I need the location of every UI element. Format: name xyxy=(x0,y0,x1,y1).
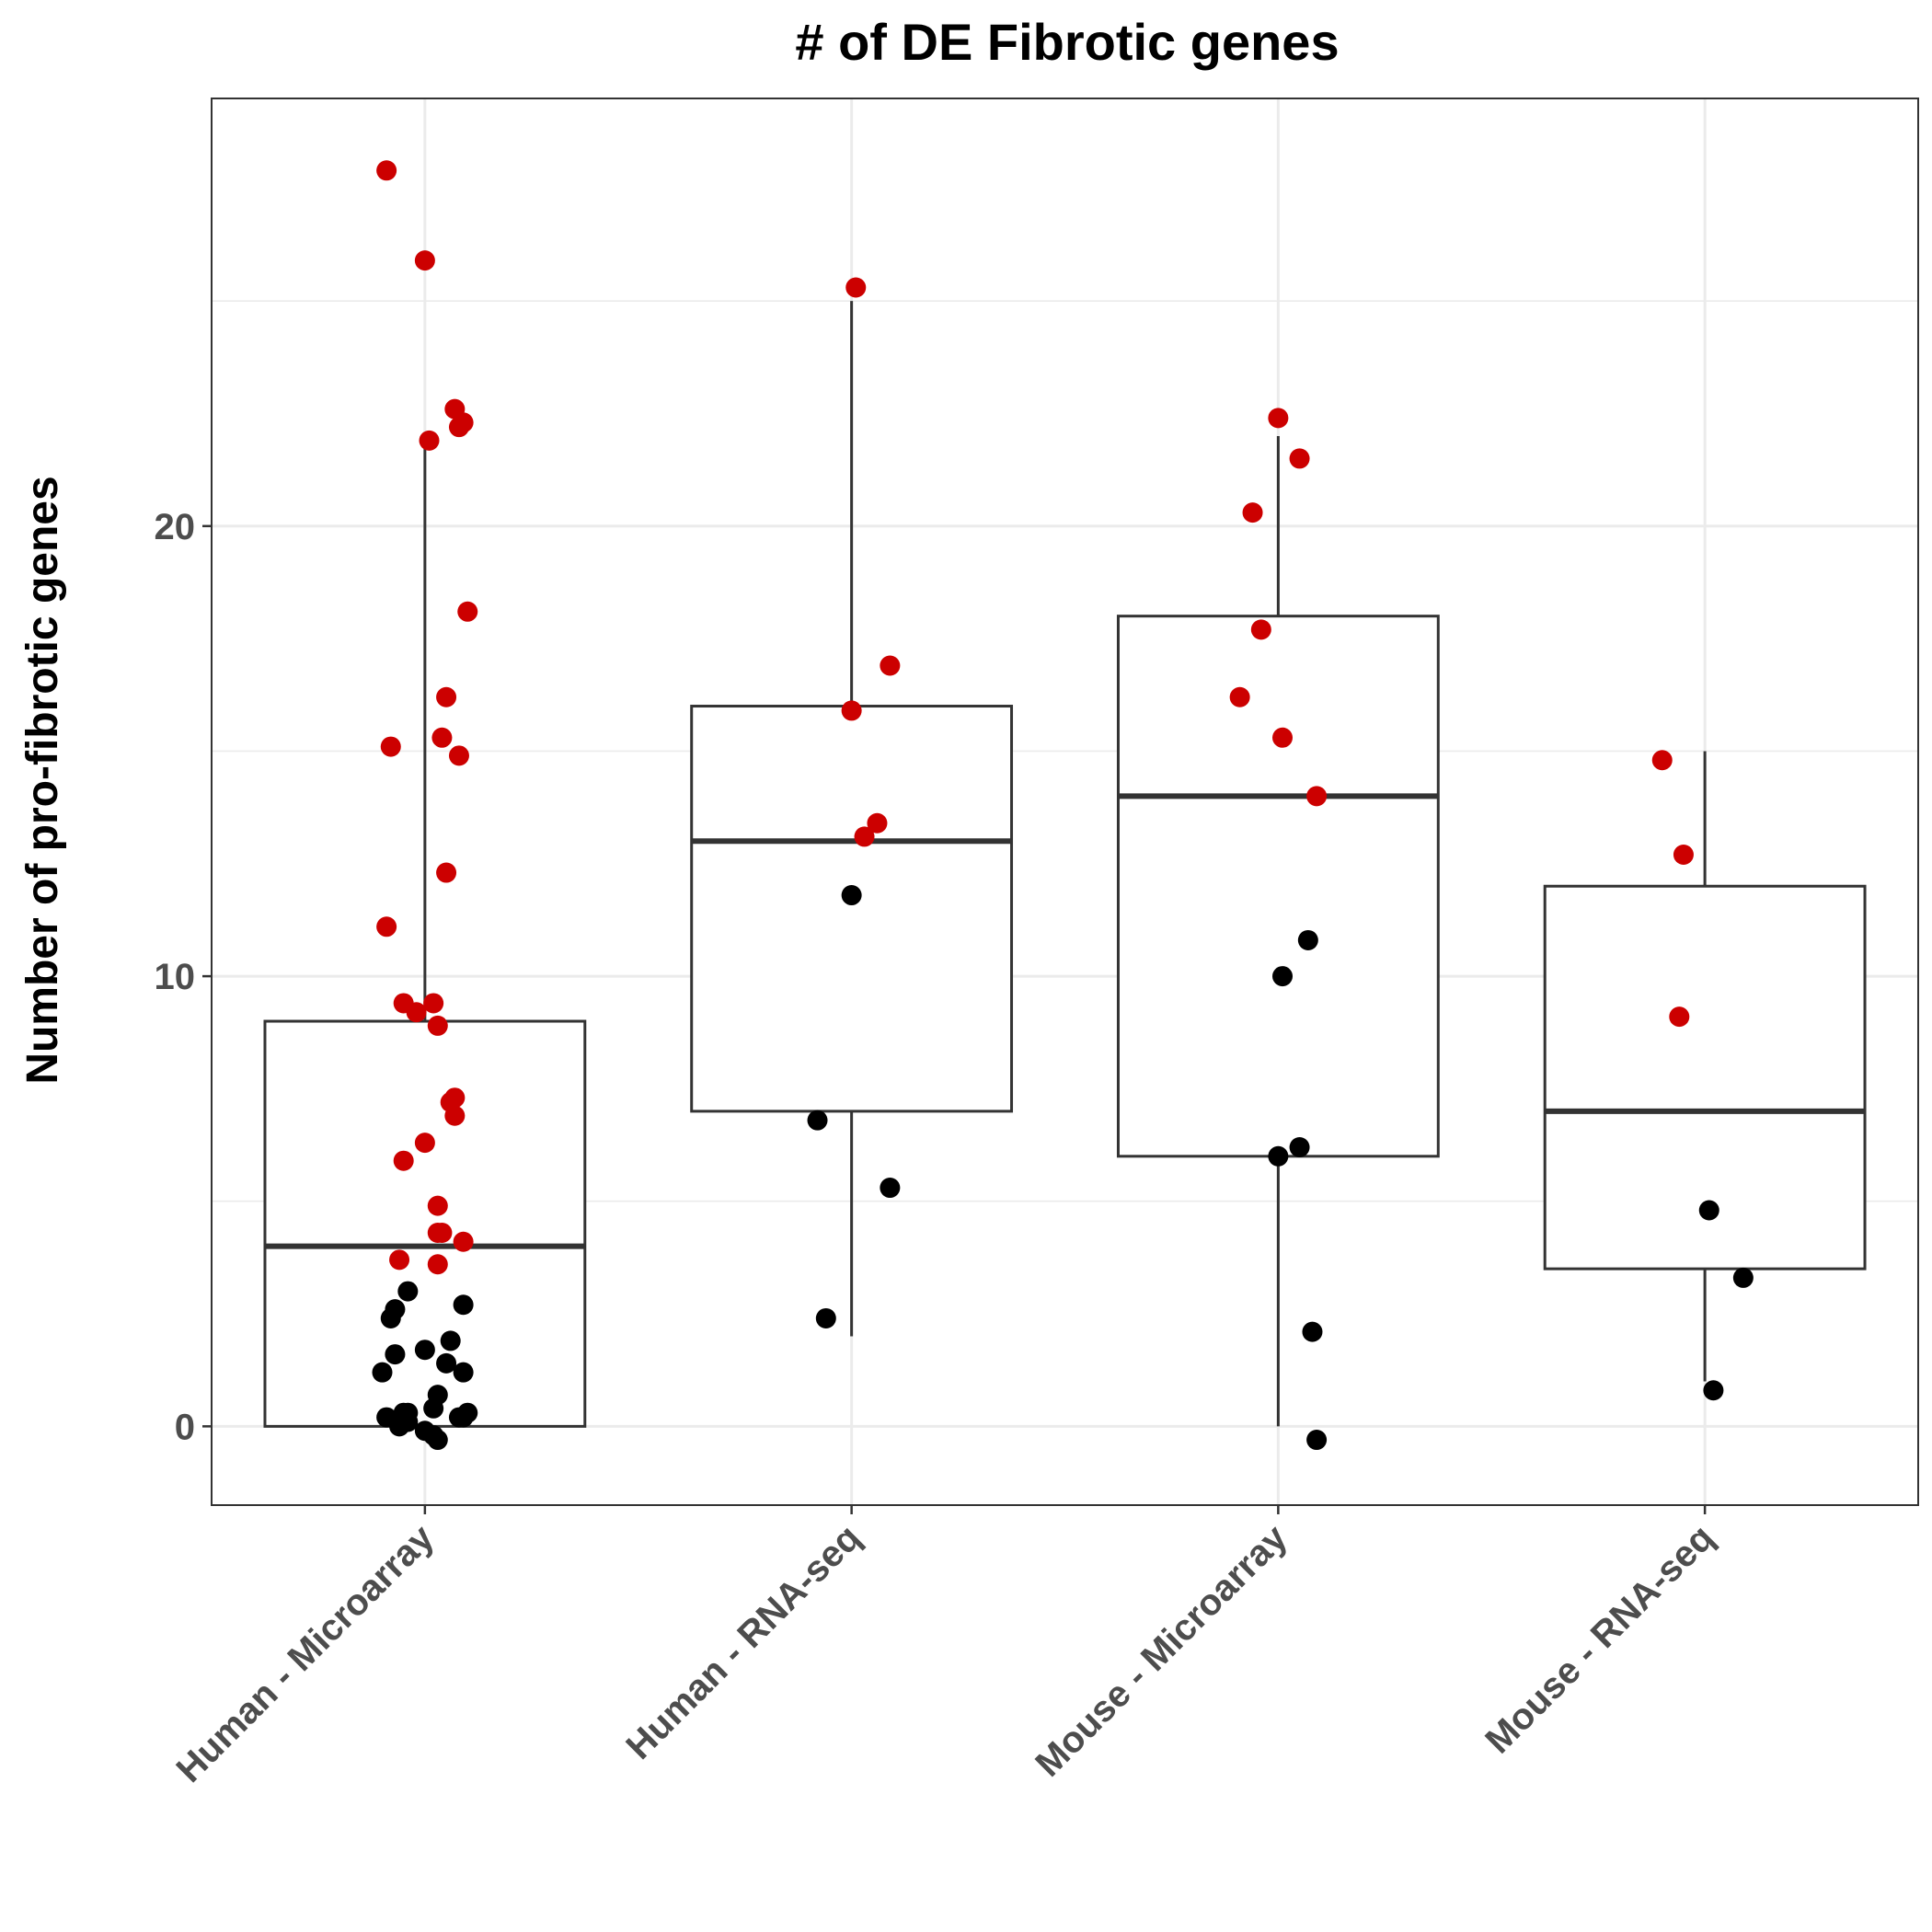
point-upregulated xyxy=(423,993,444,1014)
point-upregulated xyxy=(444,1105,466,1126)
point-downregulated xyxy=(423,1397,444,1419)
point-upregulated xyxy=(414,250,435,271)
point-upregulated xyxy=(431,727,453,748)
point-upregulated xyxy=(1669,1006,1690,1028)
point-upregulated xyxy=(1306,786,1328,807)
point-upregulated xyxy=(427,1015,448,1036)
point-downregulated xyxy=(380,1307,401,1328)
point-downregulated xyxy=(414,1340,435,1361)
point-upregulated xyxy=(1250,619,1271,640)
point-upregulated xyxy=(1673,844,1694,865)
point-upregulated xyxy=(376,160,397,181)
point-downregulated xyxy=(440,1330,461,1351)
boxes xyxy=(263,301,1867,1428)
point-upregulated xyxy=(427,1254,448,1275)
point-upregulated xyxy=(1242,502,1263,523)
point-downregulated xyxy=(453,1407,474,1428)
chart-title: # of DE Fibrotic genes xyxy=(795,13,1339,71)
point-upregulated xyxy=(406,1002,427,1023)
y-tick-label: 10 xyxy=(155,957,196,997)
box-3 xyxy=(1116,435,1440,1427)
box-iqr xyxy=(263,1019,587,1428)
point-upregulated xyxy=(380,736,401,757)
point-downregulated xyxy=(385,1344,406,1365)
point-upregulated xyxy=(448,417,469,438)
point-upregulated xyxy=(841,700,862,721)
box-iqr xyxy=(690,705,1014,1113)
x-tick-label: Mouse - RNA-seq xyxy=(1478,1517,1721,1761)
x-tick-label: Human - RNA-seq xyxy=(618,1517,868,1767)
point-upregulated xyxy=(845,277,867,298)
point-upregulated xyxy=(427,1195,448,1216)
point-downregulated xyxy=(815,1307,836,1328)
x-tick-label: Mouse - Microarray xyxy=(1028,1517,1295,1785)
point-upregulated xyxy=(854,826,875,847)
point-upregulated xyxy=(453,1231,474,1252)
point-upregulated xyxy=(457,601,478,622)
point-upregulated xyxy=(1268,408,1289,429)
point-downregulated xyxy=(436,1352,457,1374)
x-tick-label: Human - Microarray xyxy=(168,1517,442,1790)
point-upregulated xyxy=(867,812,888,834)
point-downregulated xyxy=(1268,1145,1289,1167)
y-tick-label: 20 xyxy=(155,507,196,547)
point-upregulated xyxy=(1229,686,1250,707)
point-upregulated xyxy=(414,1133,435,1154)
point-downregulated xyxy=(880,1178,901,1199)
point-downregulated xyxy=(1732,1267,1754,1288)
data-points xyxy=(372,160,1754,1451)
point-upregulated xyxy=(436,862,457,883)
box-1 xyxy=(263,435,587,1428)
point-upregulated xyxy=(448,745,469,766)
point-upregulated xyxy=(419,430,440,451)
point-downregulated xyxy=(1306,1430,1328,1451)
y-axis-label: Number of pro-fibrotic genes xyxy=(18,476,67,1084)
point-downregulated xyxy=(397,1411,419,1432)
box-iqr xyxy=(1116,615,1440,1158)
point-upregulated xyxy=(880,655,901,676)
point-downregulated xyxy=(427,1430,448,1451)
point-downregulated xyxy=(453,1294,474,1316)
point-downregulated xyxy=(1272,966,1294,987)
point-upregulated xyxy=(431,1222,453,1243)
point-downregulated xyxy=(397,1281,419,1302)
point-upregulated xyxy=(393,1150,414,1171)
box-4 xyxy=(1543,751,1867,1382)
point-downregulated xyxy=(372,1362,393,1383)
point-upregulated xyxy=(376,916,397,937)
point-upregulated xyxy=(1289,448,1310,469)
point-downregulated xyxy=(453,1362,474,1383)
point-upregulated xyxy=(389,1249,410,1271)
point-downregulated xyxy=(841,885,862,906)
box-2 xyxy=(690,301,1014,1337)
point-downregulated xyxy=(1289,1137,1310,1158)
point-upregulated xyxy=(436,686,457,707)
point-downregulated xyxy=(1297,929,1318,950)
point-downregulated xyxy=(1698,1200,1719,1221)
point-upregulated xyxy=(1651,750,1673,771)
point-downregulated xyxy=(807,1110,828,1131)
plot-panel-border xyxy=(211,98,1919,1506)
point-downregulated xyxy=(1302,1321,1323,1342)
y-tick-label: 0 xyxy=(175,1407,195,1447)
point-upregulated xyxy=(1272,727,1294,748)
point-downregulated xyxy=(1703,1380,1724,1401)
